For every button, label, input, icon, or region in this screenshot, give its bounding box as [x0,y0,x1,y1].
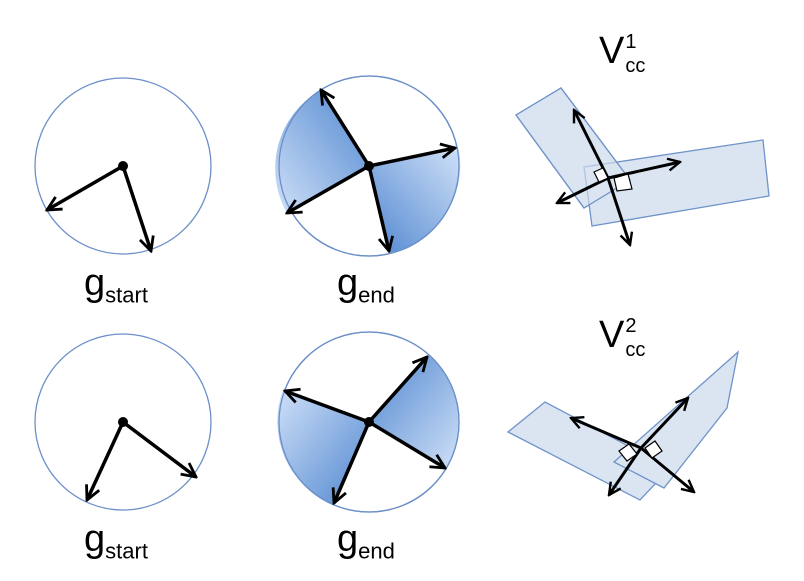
row1-v-arrow-2 [607,162,680,180]
row2-start-diagram [34,333,212,511]
row2-v-diagram [506,350,740,501]
row1-right-angle-2 [613,173,633,192]
row2-end-arrow-3 [367,357,427,424]
row1-end-arrow-2 [287,164,370,213]
row1-v-label: V 1 cc [599,30,646,77]
row1-end-label: gend [337,262,395,308]
row1-right-angle-1 [593,167,609,183]
row2-v-label: V 2 cc [599,314,646,361]
row1-end-arrow-4 [367,165,389,251]
row1-v-arrow-4 [606,177,630,245]
row2-end-sector-right [369,355,460,468]
row1-start-diagram [34,77,212,255]
row2-end-arrow-4 [368,420,445,468]
row1-end-center-dot [364,161,374,171]
row2-end-arrow-2 [334,421,371,503]
row2-v-arrow-2 [639,398,688,450]
row1-end-sector-right [369,150,461,253]
row1-start-label: gstart [84,262,148,308]
row2-end-label: gend [337,518,395,564]
row1-v-diagram [515,87,770,245]
row1-end-arrow-1 [321,90,371,167]
row2-v-arrow-1 [571,418,642,450]
row2-end-center-dot [364,417,374,427]
row2-right-angle-1 [618,443,638,462]
row2-start-center-dot [118,417,128,427]
row1-end-sector-left [275,90,369,213]
row1-end-diagram [275,75,461,257]
row2-start-label: gstart [84,518,148,564]
row1-start-arrow-2 [121,165,151,251]
row2-right-angle-2 [644,440,663,459]
row2-start-arrow-1 [87,421,125,500]
row2-v-arrow-3 [609,447,643,495]
row1-band-2 [583,139,770,227]
row1-end-arrow-3 [368,148,455,168]
row2-end-arrow-1 [285,391,370,424]
row2-end-diagram [277,331,460,513]
row1-start-center-dot [118,161,128,171]
row1-v-arrow-1 [572,110,610,179]
row1-start-arrow-1 [47,164,124,210]
row2-start-arrow-2 [121,420,196,477]
row2-band-2 [612,350,740,489]
